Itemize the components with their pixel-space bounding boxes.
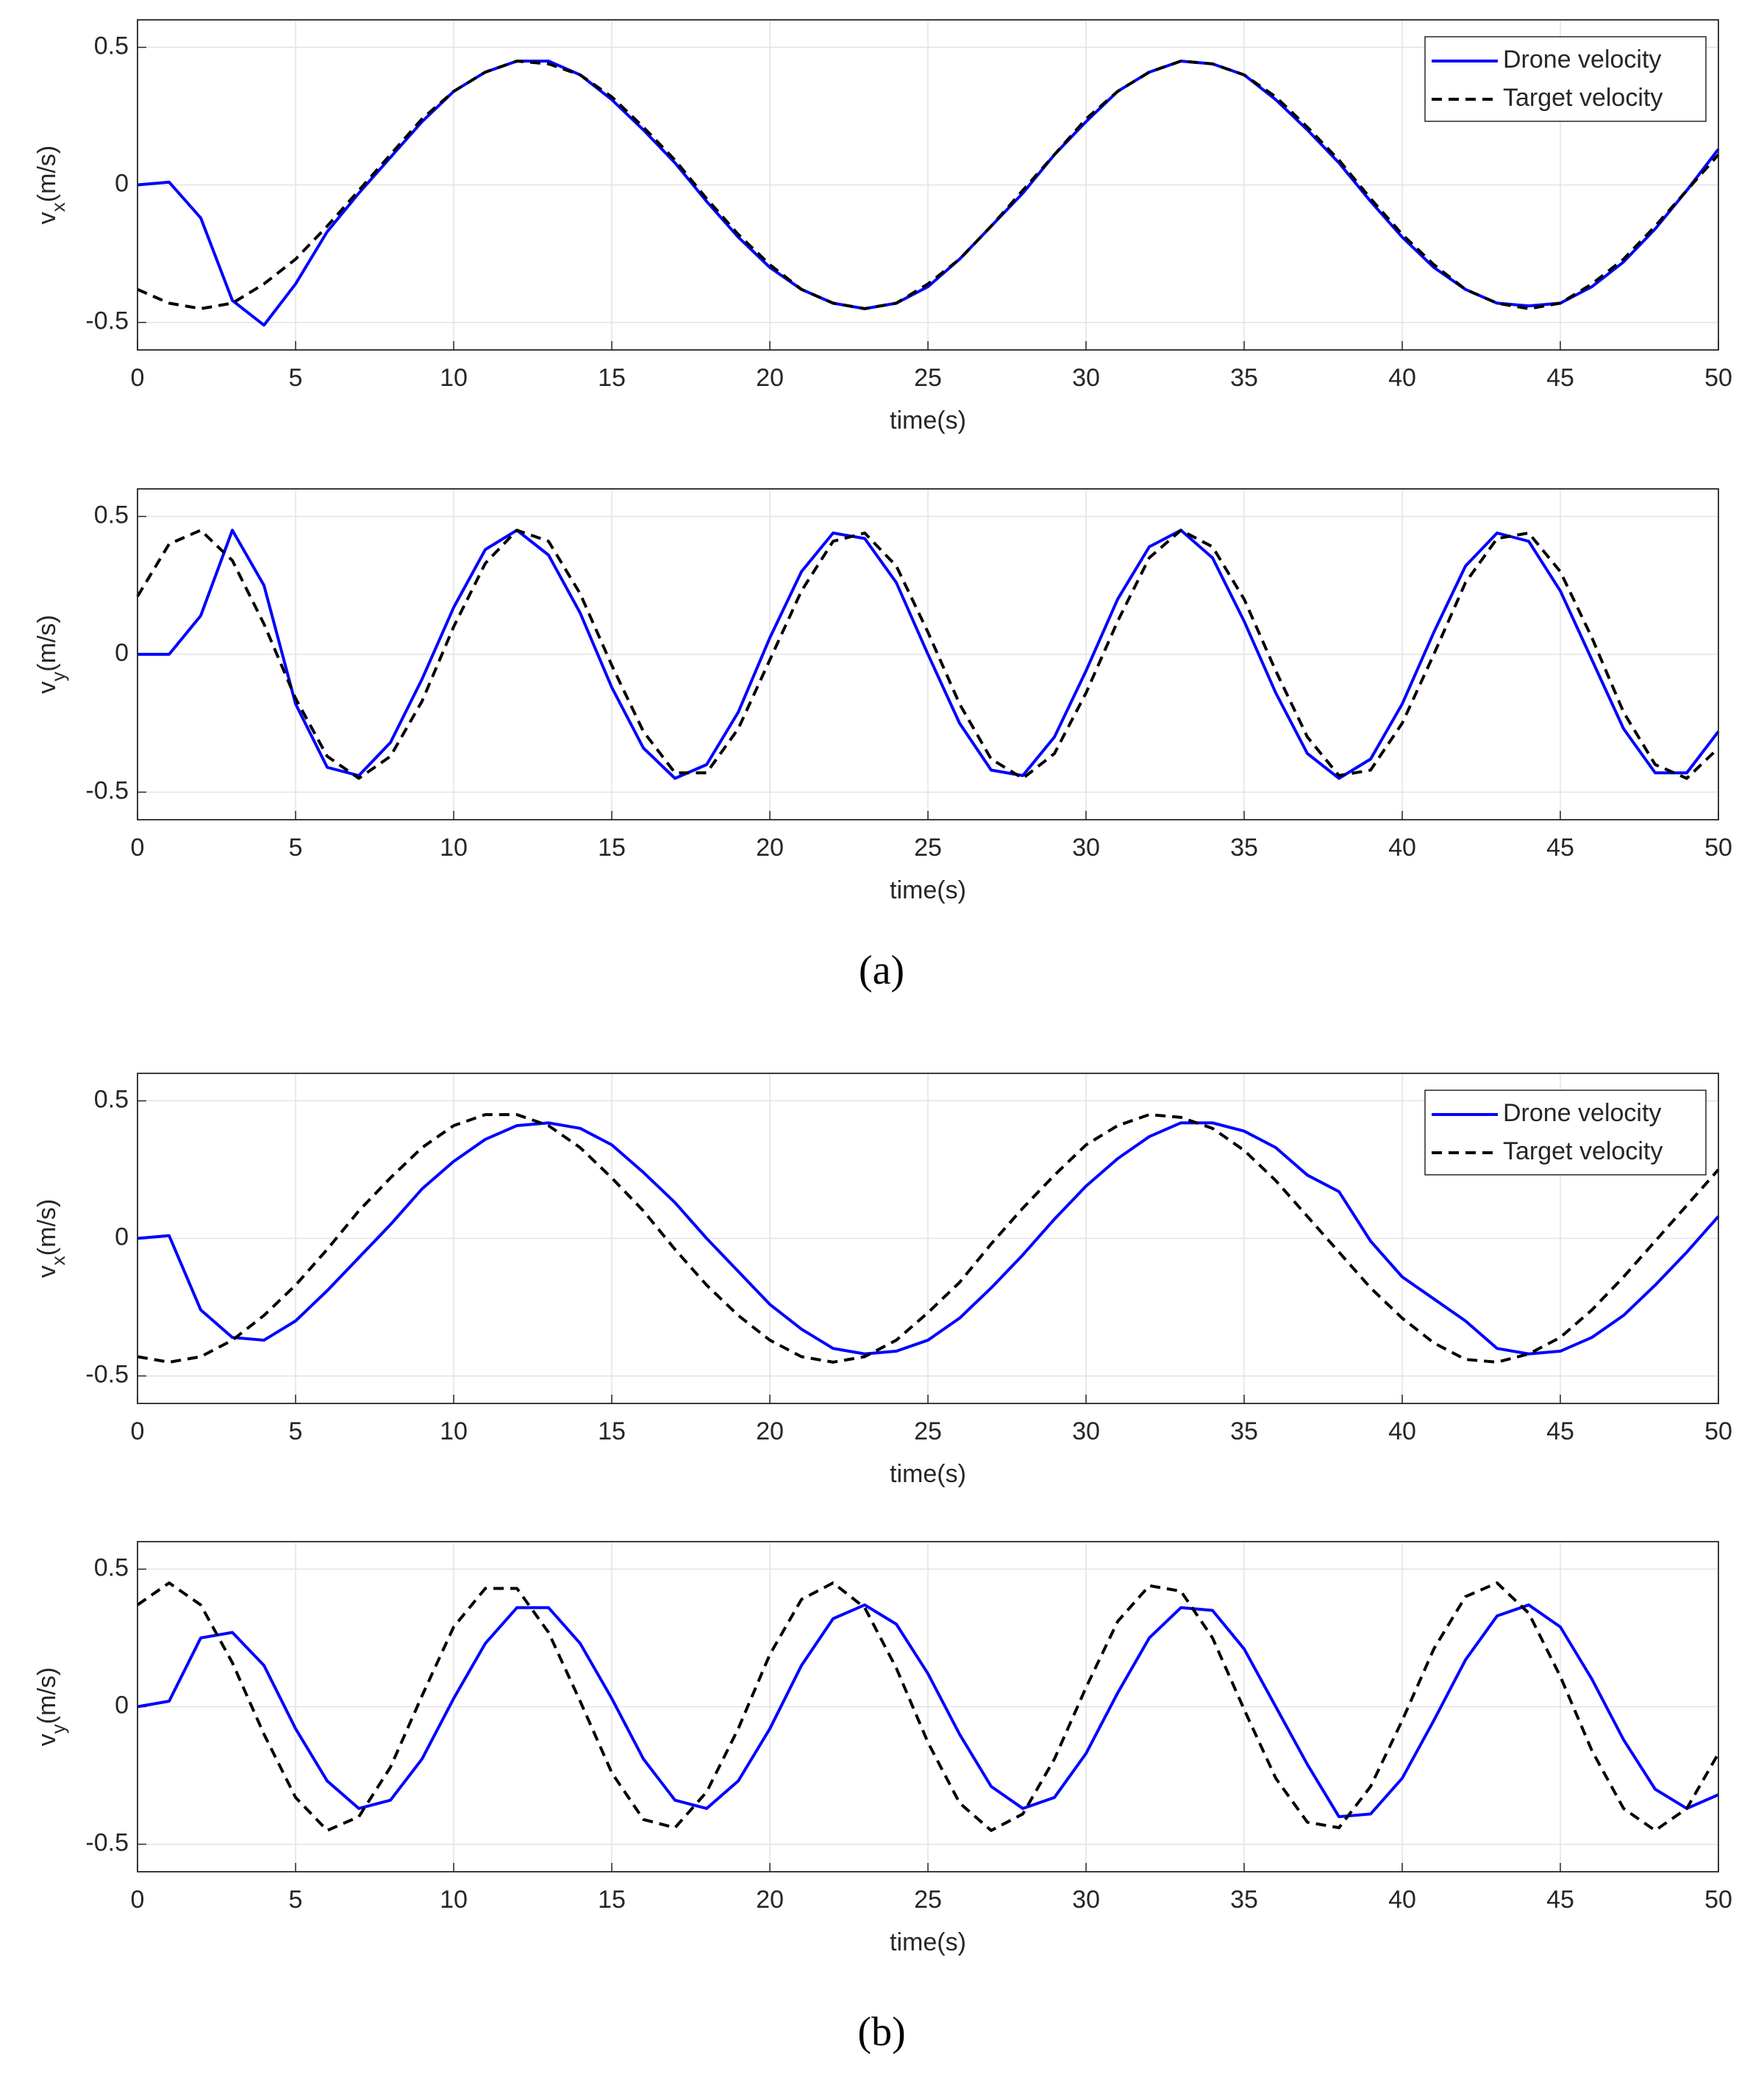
y-tick-label: 0.5 [94, 1085, 129, 1113]
y-axis-label-part: (m/s) [33, 615, 61, 671]
x-tick-label: 25 [914, 364, 942, 392]
y-axis-label-part: v [33, 1265, 61, 1278]
y-tick-label: 0 [115, 1691, 129, 1719]
x-tick-label: 25 [914, 834, 942, 862]
x-tick-label: 5 [289, 1886, 303, 1914]
x-axis-label: time(s) [890, 876, 966, 904]
x-tick-label: 40 [1388, 834, 1416, 862]
legend-label: Drone velocity [1503, 1099, 1661, 1127]
x-tick-label: 20 [756, 1886, 784, 1914]
x-tick-label: 15 [598, 364, 626, 392]
y-axis-label-part: (m/s) [33, 1199, 61, 1256]
series-line [137, 1121, 1720, 1356]
x-tick-label: 10 [440, 364, 468, 392]
y-axis-label-part: v [33, 212, 61, 224]
series-line [137, 60, 1720, 327]
x-tick-label: 30 [1072, 1417, 1100, 1445]
legend-label: Target velocity [1503, 84, 1663, 112]
x-tick-label: 50 [1704, 834, 1732, 862]
x-tick-label: 5 [289, 364, 303, 392]
y-tick-label: -0.5 [85, 1361, 129, 1389]
y-tick-label: 0 [115, 169, 129, 197]
y-axis-label-part: x [47, 1256, 69, 1265]
y-axis-label: vx(m/s) [33, 1199, 69, 1278]
x-tick-label: 10 [440, 1886, 468, 1914]
axes-frame [137, 488, 1719, 820]
series-line [136, 529, 1720, 780]
x-tick-label: 30 [1072, 364, 1100, 392]
x-tick-label: 5 [289, 834, 303, 862]
y-tick-label: 0 [115, 1223, 129, 1251]
x-tick-label: 50 [1704, 1417, 1732, 1445]
legend-label: Drone velocity [1503, 46, 1661, 74]
y-axis-label-part: v [33, 682, 61, 694]
x-tick-label: 45 [1546, 834, 1574, 862]
y-axis-label-part: y [47, 672, 69, 682]
x-tick-label: 35 [1230, 1886, 1258, 1914]
x-tick-label: 20 [756, 364, 784, 392]
x-tick-label: 20 [756, 1417, 784, 1445]
x-axis-label: time(s) [890, 1460, 966, 1488]
panel-label: (a) [859, 948, 904, 993]
y-tick-label: -0.5 [85, 307, 129, 335]
x-tick-label: 30 [1072, 834, 1100, 862]
y-axis-label-part: (m/s) [33, 146, 61, 202]
x-tick-label: 0 [131, 1417, 145, 1445]
y-axis-label: vy(m/s) [33, 1667, 69, 1746]
x-tick-label: 45 [1546, 1417, 1574, 1445]
x-tick-label: 35 [1230, 364, 1258, 392]
axes-frame [137, 1541, 1719, 1872]
legend-label: Target velocity [1503, 1137, 1663, 1165]
x-tick-label: 15 [598, 1417, 626, 1445]
y-axis-label-part: (m/s) [33, 1667, 61, 1724]
x-tick-label: 15 [598, 1886, 626, 1914]
x-tick-label: 0 [131, 1886, 145, 1914]
y-tick-label: 0.5 [94, 32, 129, 60]
series-line [137, 1113, 1720, 1364]
series-line [137, 60, 1720, 310]
x-tick-label: 15 [598, 834, 626, 862]
series-line [138, 529, 1720, 780]
y-tick-label: 0.5 [94, 1553, 129, 1581]
x-tick-label: 40 [1388, 1886, 1416, 1914]
y-axis-label-part: y [47, 1724, 69, 1734]
x-tick-label: 25 [914, 1417, 942, 1445]
panel-label: (b) [857, 2009, 905, 2055]
x-axis-label: time(s) [890, 407, 966, 434]
legend-box [1424, 36, 1707, 122]
x-tick-label: 10 [440, 1417, 468, 1445]
x-tick-label: 35 [1230, 1417, 1258, 1445]
x-tick-label: 30 [1072, 1886, 1100, 1914]
x-tick-label: 50 [1704, 364, 1732, 392]
series-line [137, 1603, 1719, 1819]
y-tick-label: 0.5 [94, 501, 129, 529]
x-tick-label: 40 [1388, 364, 1416, 392]
x-tick-label: 5 [289, 1417, 303, 1445]
x-tick-label: 25 [914, 1886, 942, 1914]
x-tick-label: 0 [131, 364, 145, 392]
axes-frame [137, 19, 1719, 351]
y-axis-label: vy(m/s) [33, 615, 69, 693]
x-tick-label: 50 [1704, 1886, 1732, 1914]
x-tick-label: 20 [756, 834, 784, 862]
y-axis-label-part: v [33, 1734, 61, 1746]
y-axis-label-part: x [47, 202, 69, 212]
x-tick-label: 10 [440, 834, 468, 862]
x-axis-label: time(s) [890, 1928, 966, 1956]
series-line [136, 1581, 1720, 1832]
x-tick-label: 45 [1546, 1886, 1574, 1914]
y-tick-label: -0.5 [85, 1829, 129, 1857]
x-tick-label: 0 [131, 834, 145, 862]
legend-box [1424, 1090, 1707, 1176]
y-tick-label: 0 [115, 639, 129, 667]
x-tick-label: 35 [1230, 834, 1258, 862]
x-tick-label: 45 [1546, 364, 1574, 392]
y-tick-label: -0.5 [85, 776, 129, 804]
y-axis-label: vx(m/s) [33, 146, 69, 224]
x-tick-label: 40 [1388, 1417, 1416, 1445]
axes-frame [137, 1073, 1719, 1404]
